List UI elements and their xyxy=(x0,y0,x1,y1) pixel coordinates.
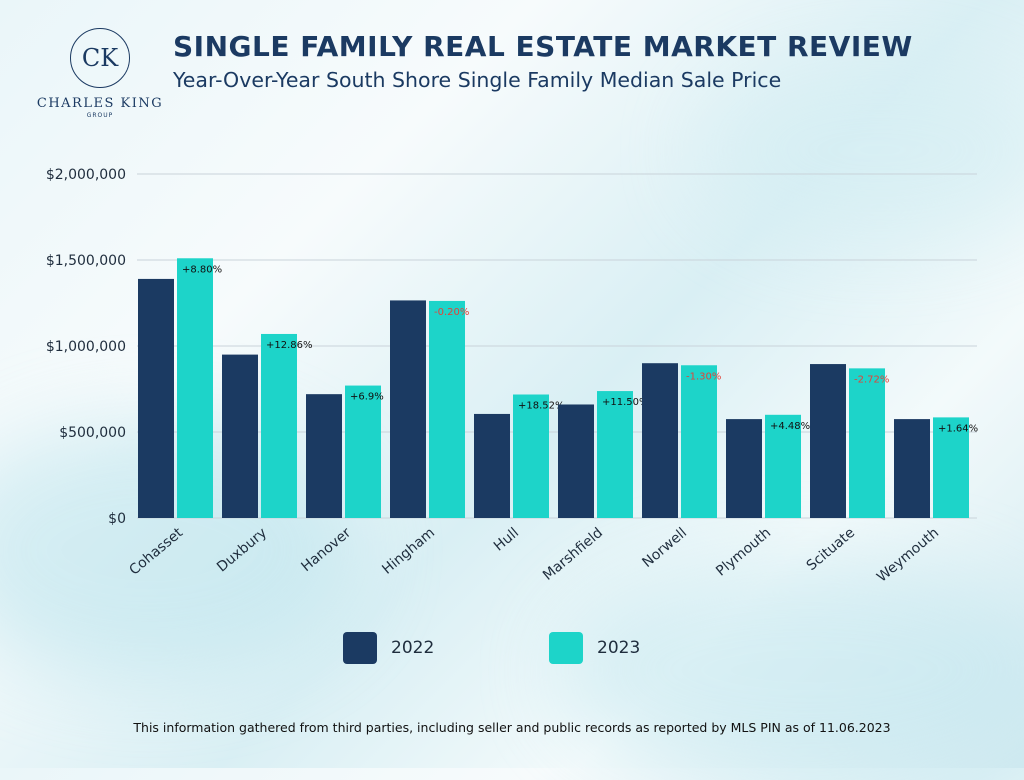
bar-2022-duxbury xyxy=(222,354,258,518)
change-label: +12.86% xyxy=(266,340,313,351)
bar-2023-duxbury xyxy=(261,333,297,518)
y-tick-label: $1,000,000 xyxy=(46,339,126,355)
change-label: +18.52% xyxy=(518,401,565,412)
y-tick-label: $2,000,000 xyxy=(46,167,126,183)
bar-2023-marshfield xyxy=(597,391,633,518)
x-tick-label: Hull xyxy=(491,525,522,555)
legend-label-2023: 2023 xyxy=(597,638,641,658)
bar-2023-weymouth xyxy=(933,417,969,518)
x-tick-label: Weymouth xyxy=(874,525,942,586)
bar-2023-cohasset xyxy=(177,258,213,518)
x-tick-label: Scituate xyxy=(804,525,858,574)
legend-label-2022: 2022 xyxy=(391,638,435,658)
x-tick-label: Norwell xyxy=(639,525,690,571)
y-tick-label: $500,000 xyxy=(59,425,126,441)
company-logo: CK CHARLES KING GROUP xyxy=(30,28,170,128)
bar-2023-hingham xyxy=(429,300,465,518)
x-tick-label: Hanover xyxy=(298,525,354,575)
logo-name: CHARLES KING xyxy=(36,96,164,111)
legend-item-2023: 2023 xyxy=(549,632,640,664)
legend-swatch-2022 xyxy=(343,632,377,664)
bar-2023-hull xyxy=(513,394,549,518)
change-label: +8.80% xyxy=(182,264,222,275)
page-subtitle: Year-Over-Year South Shore Single Family… xyxy=(173,68,782,92)
x-tick-label: Duxbury xyxy=(214,525,270,576)
bar-2023-hanover xyxy=(345,385,381,518)
change-label: -1.30% xyxy=(686,371,721,382)
logo-subname: GROUP xyxy=(86,112,114,119)
change-label: +1.64% xyxy=(938,423,978,434)
y-tick-label: $1,500,000 xyxy=(46,253,126,269)
change-label: +6.9% xyxy=(350,392,384,403)
x-tick-label: Cohasset xyxy=(126,524,186,578)
bar-2023-norwell xyxy=(681,365,717,518)
bar-2022-norwell xyxy=(642,363,678,518)
bar-2022-hanover xyxy=(306,394,342,518)
change-label: +11.50% xyxy=(602,397,649,408)
bar-2022-hull xyxy=(474,413,510,518)
x-tick-label: Plymouth xyxy=(713,525,774,580)
x-tick-label: Hingham xyxy=(379,525,438,578)
bar-2023-plymouth xyxy=(765,414,801,518)
bar-2023-scituate xyxy=(849,368,885,518)
change-label: +4.48% xyxy=(770,421,810,432)
source-footnote: This information gathered from third par… xyxy=(133,720,891,735)
bar-chart: $0 $500,000 $1,000,000 $1,500,000 $2,000,000… xyxy=(46,167,978,586)
legend-swatch-2023 xyxy=(549,632,583,664)
change-label: -0.20% xyxy=(434,307,469,318)
bar-2022-cohasset xyxy=(138,278,174,518)
bar-2022-hingham xyxy=(390,300,426,518)
y-tick-label: $0 xyxy=(108,511,126,527)
logo-monogram: CK xyxy=(70,28,130,88)
change-label: -2.72% xyxy=(854,374,889,385)
bar-2022-marshfield xyxy=(558,404,594,518)
legend-item-2022: 2022 xyxy=(343,632,434,664)
page-title: SINGLE FAMILY REAL ESTATE MARKET REVIEW xyxy=(173,30,913,63)
x-tick-label: Marshfield xyxy=(540,525,606,584)
bar-2022-plymouth xyxy=(726,419,762,518)
bar-2022-scituate xyxy=(810,364,846,518)
bar-2022-weymouth xyxy=(894,419,930,518)
